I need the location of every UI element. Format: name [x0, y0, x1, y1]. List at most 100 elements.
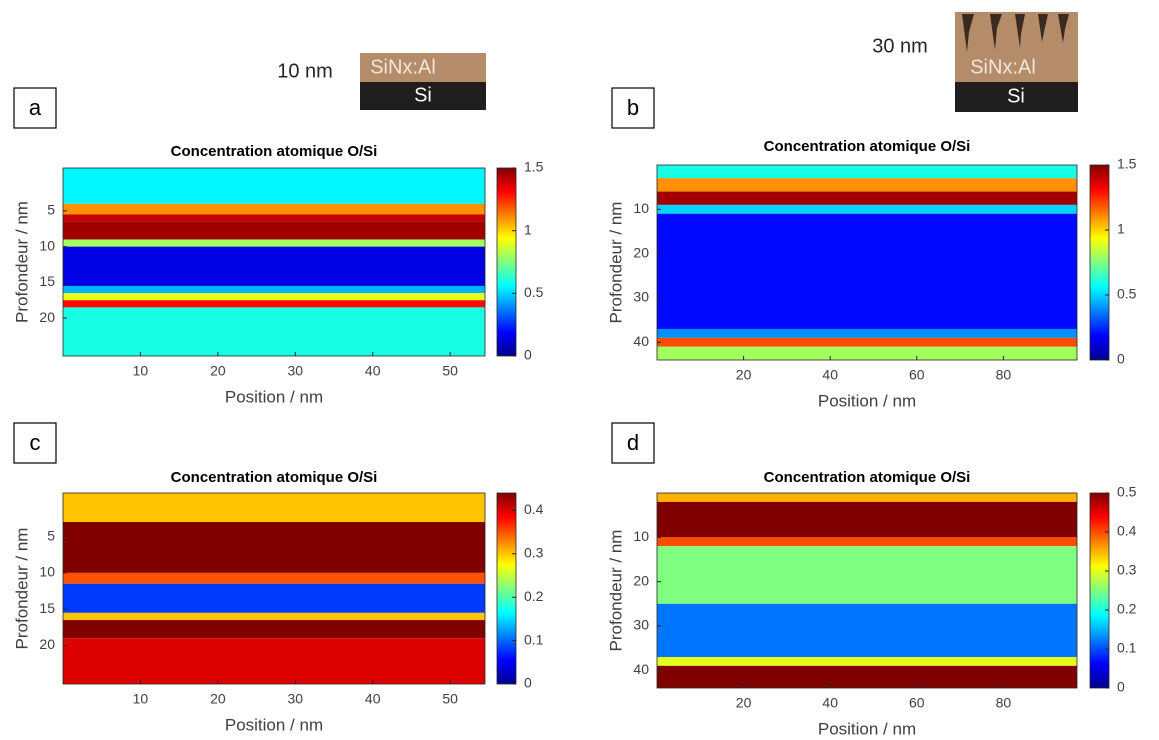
x-tick-label: 80 — [996, 367, 1012, 383]
colorbar-tick-label: 0 — [1117, 351, 1125, 367]
y-tick-label: 5 — [47, 202, 55, 218]
colorbar — [1089, 492, 1110, 689]
y-axis-label: Profondeur / nm — [12, 201, 31, 323]
heatmap-row — [657, 537, 1077, 547]
x-tick-label: 20 — [736, 695, 752, 711]
heatmap-row — [63, 203, 485, 215]
panel-letter: d — [627, 430, 639, 455]
y-tick-label: 20 — [633, 572, 649, 588]
colorbar-tick-label: 1 — [1117, 221, 1125, 237]
panel-letter-box — [13, 87, 57, 129]
y-tick-label: 10 — [39, 564, 55, 580]
x-tick-label: 40 — [365, 363, 381, 379]
colorbar-tick-label: 0.3 — [524, 544, 544, 560]
colorbar-tick-label: 0.3 — [1117, 562, 1137, 578]
heatmap-row — [63, 300, 485, 308]
heatmap-row — [657, 665, 1077, 688]
heatmap-row — [657, 178, 1077, 192]
y-tick-label: 10 — [39, 237, 55, 253]
grain-boundaries — [962, 14, 1069, 52]
colorbar-tick-label: 1.5 — [1117, 156, 1137, 172]
schematic-10nm: 10 nm SiNx:Al Si — [277, 53, 486, 110]
y-tick-label: 10 — [633, 528, 649, 544]
heatmap-row — [657, 656, 1077, 666]
heatmap-row — [657, 493, 1077, 502]
chart-title: Concentration atomique O/Si — [171, 143, 378, 160]
y-tick-label: 5 — [47, 527, 55, 543]
x-axis-label: Position / nm — [225, 387, 323, 406]
colorbar-tick-label: 0.5 — [1117, 484, 1137, 500]
panel-letter: a — [29, 95, 42, 120]
x-tick-label: 20 — [210, 363, 226, 379]
y-tick-label: 15 — [39, 600, 55, 616]
heatmap-row — [63, 638, 485, 684]
heatmap-row — [63, 493, 485, 523]
colorbar-tick-label: 0 — [524, 675, 532, 691]
y-tick-label: 20 — [39, 636, 55, 652]
colorbar-tick-label: 0 — [524, 347, 532, 363]
heatmap-row — [657, 328, 1077, 338]
colorbar — [496, 492, 517, 685]
panel-letter-box — [611, 422, 655, 464]
heatmap-row — [63, 307, 485, 356]
heatmap-row — [63, 620, 485, 639]
x-tick-label: 40 — [822, 695, 838, 711]
plot-frame — [62, 492, 486, 685]
x-axis-label: Position / nm — [818, 391, 916, 410]
heatmap-row — [657, 165, 1077, 179]
heatmap-row — [63, 239, 485, 247]
y-tick-label: 20 — [633, 244, 649, 260]
chart-title: Concentration atomique O/Si — [764, 138, 971, 155]
y-tick-label: 40 — [633, 333, 649, 349]
x-tick-label: 50 — [442, 363, 458, 379]
layer-top — [360, 53, 486, 82]
panel-letter: b — [627, 95, 639, 120]
colorbar-tick-label: 0.1 — [524, 631, 544, 647]
heatmap-row — [63, 522, 485, 573]
x-tick-label: 20 — [210, 691, 226, 707]
x-tick-label: 30 — [288, 363, 304, 379]
heatmap-row — [657, 337, 1077, 347]
y-tick-label: 40 — [633, 661, 649, 677]
heatmap-row — [63, 168, 485, 204]
layer-substrate — [360, 82, 486, 110]
heatmap-row — [63, 583, 485, 613]
layer-label: SiNx:Al — [970, 56, 1036, 78]
heatmap-row — [63, 246, 485, 286]
colorbar-tick-label: 0.2 — [524, 588, 544, 604]
heatmap-row — [657, 346, 1077, 360]
x-axis-label: Position / nm — [818, 719, 916, 738]
heatmap-row — [63, 214, 485, 222]
layer-label: SiNx:Al — [370, 56, 436, 78]
panel-letter-box — [611, 87, 655, 129]
heatmap-row — [63, 285, 485, 294]
y-tick-label: 30 — [633, 289, 649, 305]
plot-frame — [62, 167, 486, 357]
x-tick-label: 10 — [133, 363, 149, 379]
x-tick-label: 20 — [736, 367, 752, 383]
heatmap-row — [657, 213, 1077, 329]
schematic-30nm: 30 nm SiNx:Al Si — [872, 12, 1078, 112]
colorbar — [496, 167, 517, 357]
heatmap-row — [63, 612, 485, 621]
heatmap-row — [657, 546, 1077, 604]
x-tick-label: 60 — [909, 367, 925, 383]
panel-letter: c — [30, 430, 41, 455]
colorbar-tick-label: 0.5 — [1117, 286, 1137, 302]
x-tick-label: 60 — [909, 695, 925, 711]
x-axis-label: Position / nm — [225, 715, 323, 734]
plot-frame — [656, 164, 1078, 361]
x-tick-label: 30 — [288, 691, 304, 707]
y-tick-label: 20 — [39, 309, 55, 325]
y-tick-label: 30 — [633, 617, 649, 633]
y-axis-label: Profondeur / nm — [606, 202, 625, 324]
chart-title: Concentration atomique O/Si — [764, 469, 971, 486]
heatmap-row — [63, 572, 485, 584]
layer-label: Si — [1007, 85, 1025, 107]
y-axis-label: Profondeur / nm — [12, 528, 31, 650]
